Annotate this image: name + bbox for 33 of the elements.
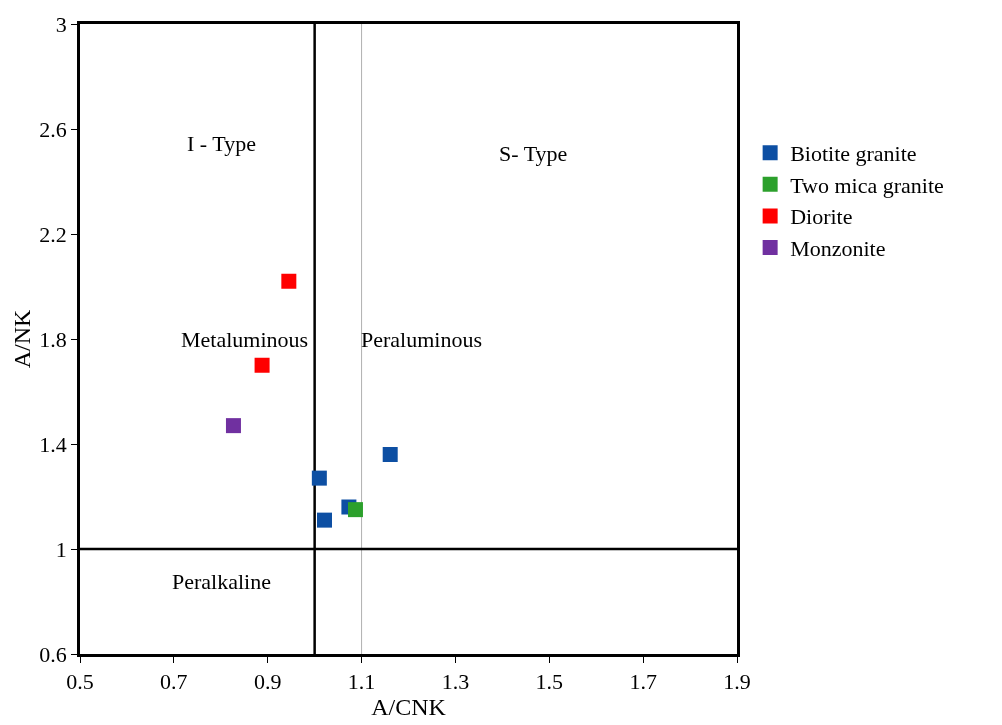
point	[347, 502, 363, 518]
x-tick-label: 1.5	[535, 669, 564, 695]
point	[254, 357, 270, 373]
x-axis-title: A/CNK	[371, 694, 447, 721]
legend-label: Diorite	[790, 204, 853, 230]
legend-label: Monzonite	[790, 236, 886, 262]
y-tick-label: 1	[55, 536, 67, 562]
y-tick-label: 1.4	[39, 431, 67, 457]
point	[225, 418, 241, 434]
x-tick-label: 1.7	[629, 669, 657, 695]
x-tick-label: 0.5	[66, 669, 94, 695]
x-tick-label: 0.9	[253, 669, 282, 695]
annotation: Peraluminous	[361, 327, 482, 352]
x-tick-label: 0.7	[160, 669, 188, 695]
y-tick-label: 2.6	[39, 116, 67, 142]
point	[311, 470, 327, 486]
y-tick-label: 2.2	[39, 221, 67, 247]
y-tick-label: 0.6	[39, 641, 67, 667]
annotation: I - Type	[187, 131, 256, 156]
annotation: Metaluminous	[181, 327, 309, 352]
point	[382, 447, 398, 462]
annotation: S- Type	[499, 141, 568, 166]
point	[281, 273, 297, 289]
x-tick-label: 1.3	[441, 669, 470, 695]
point	[317, 512, 332, 528]
x-tick-label: 1.1	[347, 669, 376, 695]
x-tick-label: 1.9	[723, 669, 751, 695]
y-axis-title: A/NK	[9, 309, 36, 369]
legend-label: Biotite granite	[790, 141, 917, 167]
legend-label: Two mica granite	[790, 172, 944, 198]
annotation: Peralkaline	[172, 569, 271, 594]
y-tick-label: 1.8	[39, 326, 67, 352]
y-tick-label: 3	[55, 11, 67, 37]
